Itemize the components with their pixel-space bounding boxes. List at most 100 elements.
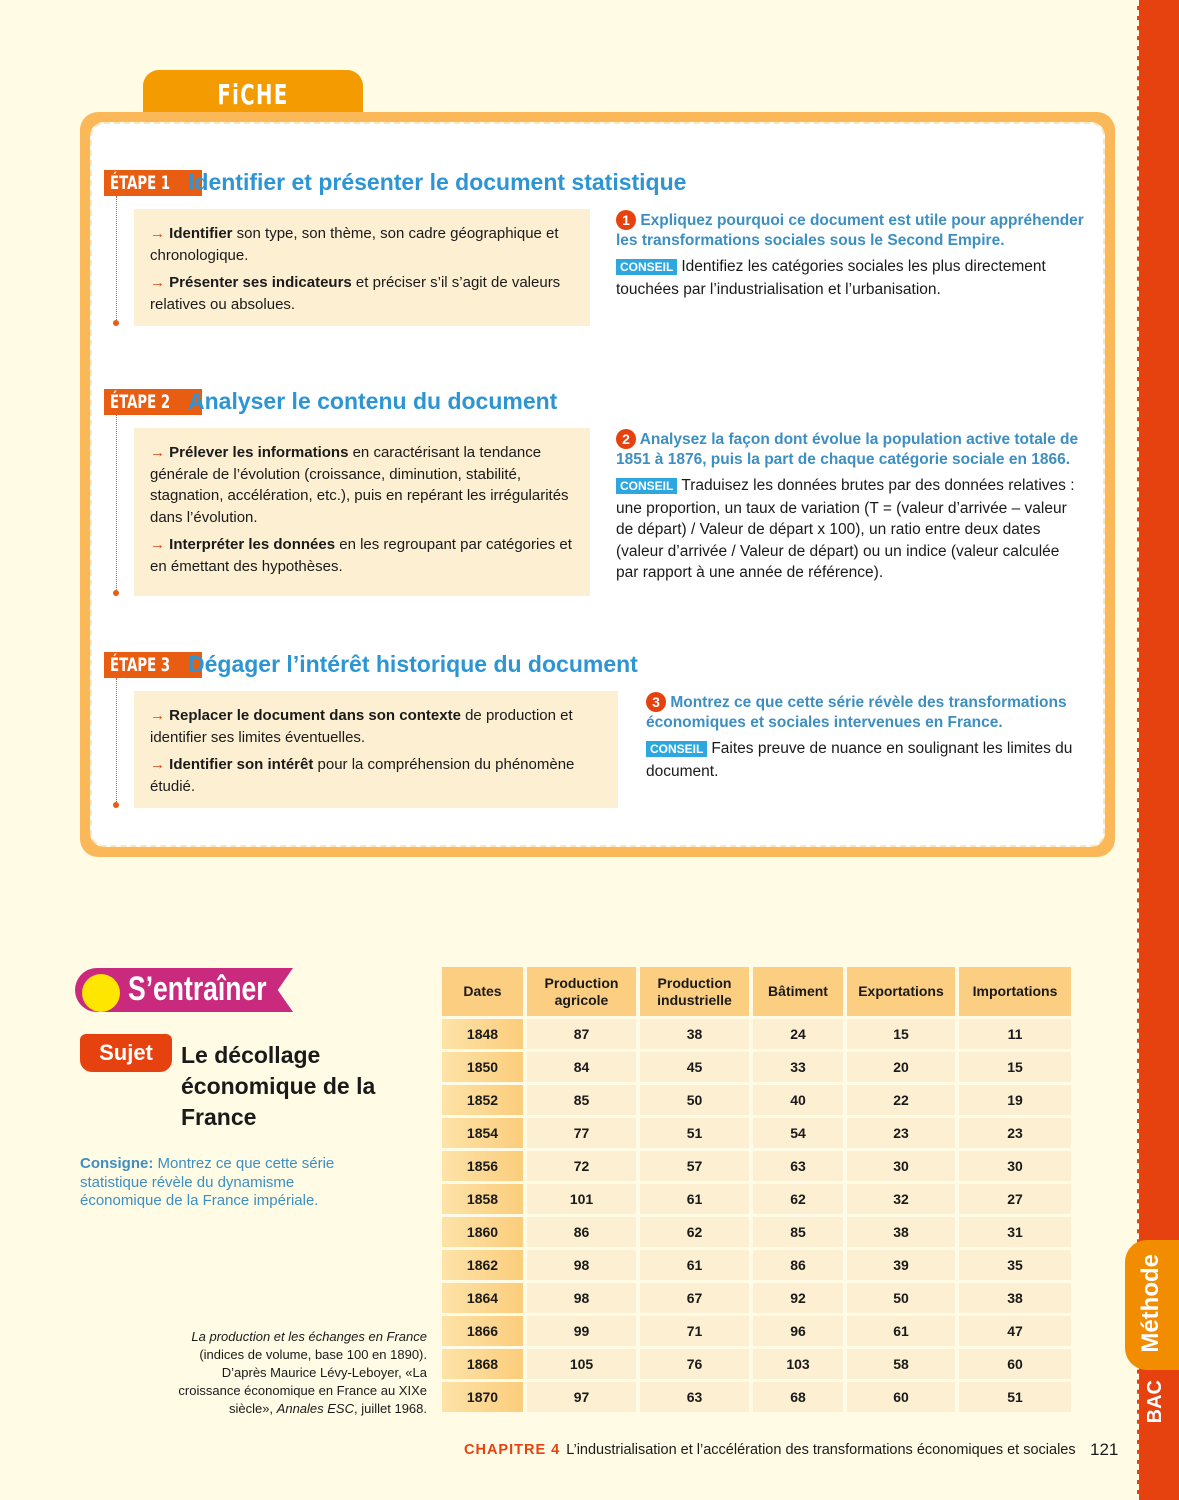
table-row: 1860 86 62 85 38 31: [442, 1217, 1071, 1247]
step-title: Identifier et présenter le document stat…: [188, 169, 687, 195]
date-cell: 1858: [442, 1184, 523, 1214]
question-block: 3 Montrez ce que cette série révèle des …: [646, 692, 1085, 782]
value-cell: 103: [753, 1349, 843, 1379]
table-row: 1870 97 63 68 60 51: [442, 1382, 1071, 1412]
value-cell: 39: [847, 1250, 955, 1280]
value-cell: 63: [753, 1151, 843, 1181]
value-cell: 27: [959, 1184, 1071, 1214]
value-cell: 96: [753, 1316, 843, 1346]
value-cell: 30: [959, 1151, 1071, 1181]
value-cell: 47: [959, 1316, 1071, 1346]
value-cell: 15: [847, 1019, 955, 1049]
conseil-badge: CONSEIL: [646, 741, 708, 757]
arrow-icon: →: [150, 756, 165, 773]
value-cell: 105: [527, 1349, 636, 1379]
question-block: 1 Expliquez pourquoi ce document est uti…: [616, 210, 1085, 300]
value-cell: 77: [527, 1118, 636, 1148]
value-cell: 38: [847, 1217, 955, 1247]
question: 2 Analysez la façon dont évolue la popul…: [616, 429, 1079, 468]
etape-badge: ÉTAPE 3: [104, 652, 202, 678]
question: 3 Montrez ce que cette série révèle des …: [646, 692, 1067, 731]
value-cell: 58: [847, 1349, 955, 1379]
data-table: Dates Production agricole Production indus…: [438, 964, 1075, 1415]
timeline-dot: [113, 590, 119, 596]
value-cell: 85: [753, 1217, 843, 1247]
yellow-dot-icon: [82, 974, 120, 1012]
table-row: 1848 87 38 24 15 11: [442, 1019, 1071, 1049]
footer: CHAPITRE 4 L’industrialisation et l’accél…: [464, 1442, 1076, 1458]
value-cell: 60: [847, 1382, 955, 1412]
methode-tab[interactable]: Méthode: [1125, 1240, 1179, 1370]
table-row: 1858 101 61 62 32 27: [442, 1184, 1071, 1214]
value-cell: 30: [847, 1151, 955, 1181]
date-cell: 1870: [442, 1382, 523, 1412]
value-cell: 11: [959, 1019, 1071, 1049]
advice: CONSEIL Identifiez les catégories sociale…: [616, 258, 1046, 298]
timeline-dot: [113, 320, 119, 326]
value-cell: 51: [640, 1118, 749, 1148]
etape-badge: ÉTAPE 2: [104, 389, 202, 415]
value-cell: 38: [640, 1019, 749, 1049]
date-cell: 1854: [442, 1118, 523, 1148]
value-cell: 98: [527, 1283, 636, 1313]
value-cell: 45: [640, 1052, 749, 1082]
sujet-badge: Sujet: [80, 1034, 172, 1072]
date-cell: 1856: [442, 1151, 523, 1181]
timeline-line: [116, 196, 117, 320]
table-row: 1864 98 67 92 50 38: [442, 1283, 1071, 1313]
table-row: 1856 72 57 63 30 30: [442, 1151, 1071, 1181]
arrow-icon: →: [150, 707, 165, 724]
table-row: 1854 77 51 54 23 23: [442, 1118, 1071, 1148]
method-point: → Interpréter les données en les regroup…: [150, 536, 572, 575]
date-cell: 1864: [442, 1283, 523, 1313]
table-row: 1868 105 76 103 58 60: [442, 1349, 1071, 1379]
subject-title: Le décollage économique de la France: [181, 1042, 376, 1130]
value-cell: 33: [753, 1052, 843, 1082]
value-cell: 19: [959, 1085, 1071, 1115]
method-points: → Prélever les informations en caractéri…: [134, 428, 590, 596]
table-row: 1862 98 61 86 39 35: [442, 1250, 1071, 1280]
fiche-methode-tab: FiCHE MÉTHODE: [143, 70, 363, 161]
timeline-line: [116, 415, 117, 590]
method-point: → Identifier son type, son thème, son ca…: [150, 225, 559, 264]
value-cell: 62: [640, 1217, 749, 1247]
question-number: 3: [646, 692, 666, 712]
value-cell: 50: [640, 1085, 749, 1115]
table-row: 1866 99 71 96 61 47: [442, 1316, 1071, 1346]
method-points: → Replacer le document dans son contexte…: [134, 691, 618, 808]
date-cell: 1860: [442, 1217, 523, 1247]
table-row: 1850 84 45 33 20 15: [442, 1052, 1071, 1082]
column-header: Importations: [959, 967, 1071, 1016]
date-cell: 1848: [442, 1019, 523, 1049]
method-point: → Identifier son intérêt pour la compréh…: [150, 756, 575, 795]
value-cell: 50: [847, 1283, 955, 1313]
column-header: Production agricole: [527, 967, 636, 1016]
value-cell: 22: [847, 1085, 955, 1115]
date-cell: 1862: [442, 1250, 523, 1280]
question-number: 2: [616, 429, 636, 449]
value-cell: 85: [527, 1085, 636, 1115]
value-cell: 68: [753, 1382, 843, 1412]
value-cell: 72: [527, 1151, 636, 1181]
value-cell: 57: [640, 1151, 749, 1181]
question: 1 Expliquez pourquoi ce document est uti…: [616, 210, 1084, 249]
value-cell: 61: [640, 1250, 749, 1280]
value-cell: 15: [959, 1052, 1071, 1082]
method-point: → Replacer le document dans son contexte…: [150, 707, 573, 746]
value-cell: 23: [847, 1118, 955, 1148]
column-header: Exportations: [847, 967, 955, 1016]
arrow-icon: →: [150, 274, 165, 291]
value-cell: 40: [753, 1085, 843, 1115]
value-cell: 60: [959, 1349, 1071, 1379]
value-cell: 51: [959, 1382, 1071, 1412]
value-cell: 32: [847, 1184, 955, 1214]
date-cell: 1850: [442, 1052, 523, 1082]
value-cell: 61: [640, 1184, 749, 1214]
methode-label: Méthode: [1137, 1254, 1164, 1353]
value-cell: 38: [959, 1283, 1071, 1313]
etape-badge: ÉTAPE 1: [104, 170, 202, 196]
bac-label: BAC: [1144, 1380, 1166, 1424]
arrow-icon: →: [150, 444, 165, 461]
value-cell: 31: [959, 1217, 1071, 1247]
value-cell: 20: [847, 1052, 955, 1082]
